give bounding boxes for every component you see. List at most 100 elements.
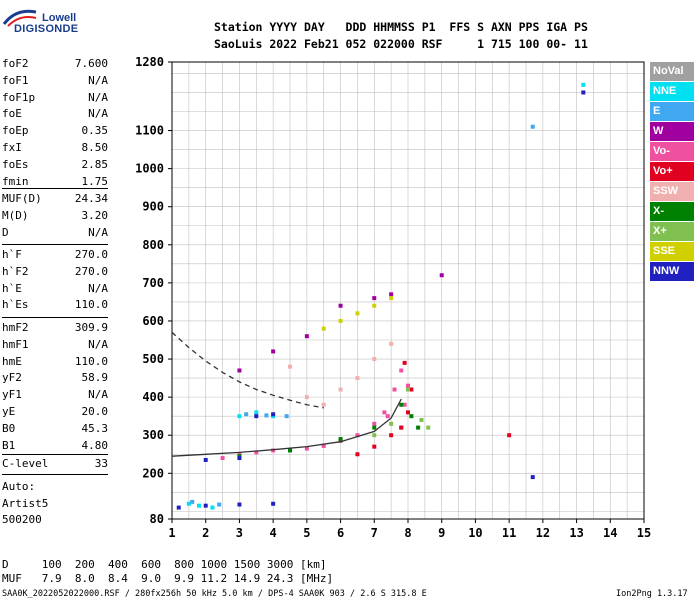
auto-line: Auto: <box>2 480 36 493</box>
param-label: C-level <box>2 457 49 470</box>
param-label: hmF2 <box>2 321 29 334</box>
param-value: 110.0 <box>74 354 108 368</box>
param-label: D <box>2 225 9 239</box>
legend-item-nne: NNE <box>650 82 694 101</box>
header-line-2: SaoLuis 2022 Feb21 052 022000 RSF 1 715 … <box>214 37 588 51</box>
logo-brand: DIGISONDE <box>14 23 79 35</box>
param-h-f: h`F 270.0 <box>2 248 108 262</box>
data-point <box>254 414 259 419</box>
x-tick-label: 4 <box>270 526 277 540</box>
x-tick-label: 2 <box>202 526 209 540</box>
data-point <box>190 499 195 504</box>
data-point <box>338 318 343 323</box>
data-point <box>530 475 535 480</box>
logo-word: Lowell <box>42 12 77 24</box>
param-h-es: h`Es 110.0 <box>2 298 108 312</box>
x-tick-label: 11 <box>502 526 516 540</box>
param-label: h`E <box>2 281 22 295</box>
y-tick-label: 600 <box>142 314 164 328</box>
data-point <box>372 421 377 426</box>
data-point <box>304 395 309 400</box>
data-point <box>389 433 394 438</box>
param-label: foE <box>2 107 22 121</box>
param-fof1: foF1 N/A <box>2 74 108 88</box>
param-yf2: yF2 58.9 <box>2 371 108 385</box>
data-point <box>581 90 586 95</box>
x-tick-label: 6 <box>337 526 344 540</box>
param-hme: hmE 110.0 <box>2 355 108 369</box>
data-point <box>389 421 394 426</box>
param-label: yF2 <box>2 371 22 385</box>
param-value: N/A <box>88 90 108 104</box>
y-tick-label: 300 <box>142 428 164 442</box>
param-value: 1.75 <box>81 174 109 188</box>
data-point <box>372 425 377 430</box>
x-tick-label: 13 <box>569 526 583 540</box>
panel-separator <box>2 454 108 455</box>
data-point <box>186 501 191 506</box>
param-value: N/A <box>88 388 108 402</box>
data-point <box>389 296 394 301</box>
data-point <box>406 387 410 392</box>
param-value: N/A <box>88 73 108 87</box>
data-point <box>530 124 535 129</box>
legend-item-ssw: SSW <box>650 182 694 201</box>
param-label: h`Es <box>2 298 29 312</box>
param-label: h`F <box>2 248 22 261</box>
data-point <box>392 387 397 392</box>
data-point <box>355 433 360 438</box>
param-b0: B0 45.3 <box>2 422 108 436</box>
param-value: N/A <box>88 225 108 239</box>
data-point <box>304 334 309 339</box>
data-point <box>321 443 326 448</box>
param-value: 33 <box>94 457 108 470</box>
x-tick-label: 14 <box>603 526 617 540</box>
param-value: 7.600 <box>74 57 108 70</box>
header-line-1: Station YYYY DAY DDD HHMMSS P1 FFS S AXN… <box>214 20 588 34</box>
data-point <box>399 425 404 430</box>
data-point <box>196 503 201 508</box>
data-point <box>271 448 276 453</box>
param-fmin: fmin 1.75 <box>2 175 108 189</box>
param-hmf2: hmF2 309.9 <box>2 321 108 335</box>
param-label: h`F2 <box>2 264 29 278</box>
data-point <box>288 364 292 369</box>
data-point <box>271 349 276 354</box>
y-tick-label: 1000 <box>135 162 164 176</box>
ionogram-chart: 1 2 3 4 5 6 7 8 9 10 11 12 13 14 158020030040050060070… <box>135 55 651 540</box>
x-tick-label: 15 <box>637 526 651 540</box>
param-value: 0.35 <box>81 124 109 138</box>
param-label: hmF1 <box>2 337 29 351</box>
data-point <box>409 414 414 419</box>
data-point <box>338 387 343 392</box>
data-point <box>210 505 215 510</box>
param-value: 45.3 <box>81 421 109 435</box>
panel-separator <box>2 188 108 189</box>
param-value: 24.34 <box>74 192 108 205</box>
param-h-f2: h`F2 270.0 <box>2 265 108 279</box>
data-point <box>389 292 394 297</box>
param-fof1p: foF1p N/A <box>2 91 108 105</box>
data-point <box>237 502 242 507</box>
data-point <box>581 82 586 87</box>
param-label: foF1 <box>2 73 29 87</box>
data-point <box>284 414 289 419</box>
param-hmf1: hmF1 N/A <box>2 338 108 352</box>
data-point <box>406 383 410 388</box>
data-point <box>304 446 309 451</box>
param-value: 270.0 <box>74 248 108 261</box>
y-tick-label: 400 <box>142 390 164 404</box>
footer-muf-line: MUF 7.9 8.0 8.4 9.0 9.9 11.2 14.9 24.3 [… <box>2 572 334 585</box>
data-point <box>237 368 242 373</box>
param-h-e: h`E N/A <box>2 282 108 296</box>
data-point <box>372 303 377 308</box>
panel-separator <box>2 317 108 318</box>
param-value: 2.85 <box>81 157 109 171</box>
y-tick-label: 200 <box>142 466 164 480</box>
param-label: hmE <box>2 354 22 368</box>
data-point <box>507 433 512 438</box>
footer-info: SAA0K_2022052022000.RSF / 280fx256h 50 k… <box>2 589 427 599</box>
y-tick-label: 700 <box>142 276 164 290</box>
profile-curve-solid <box>171 398 402 457</box>
data-point <box>220 456 225 461</box>
